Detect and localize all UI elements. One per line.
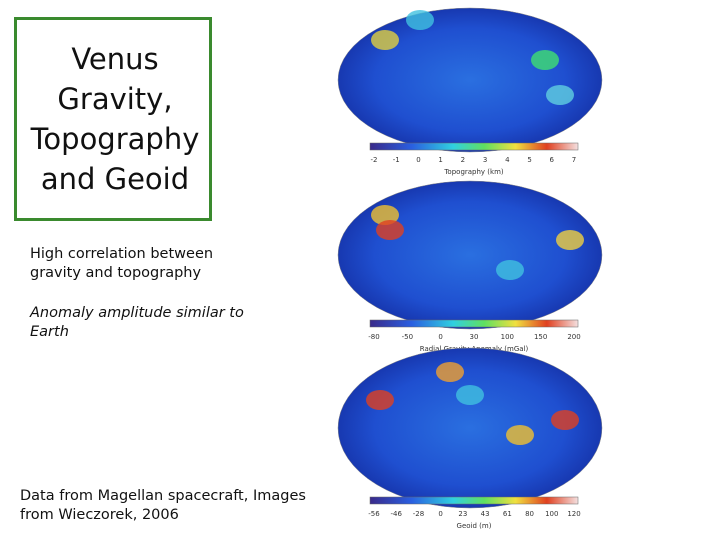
colorbar-tick-label: 3: [483, 156, 487, 164]
map-feature: [556, 230, 584, 250]
colorbar-tick-label: 2: [461, 156, 465, 164]
colorbar-tick-label: -28: [413, 510, 424, 518]
colorbar-tick-label: 0: [438, 510, 442, 518]
title-line: Topography: [30, 122, 200, 156]
colorbar-tick-label: -1: [393, 156, 400, 164]
colorbar-tick-label: 150: [534, 333, 547, 341]
colorbar-tick-label: 7: [572, 156, 576, 164]
note-text: from Wieczorek, 2006: [20, 507, 179, 523]
map-feature: [436, 362, 464, 382]
title-line: Gravity,: [57, 82, 173, 116]
map-feature: [376, 220, 404, 240]
colorbar-tick-label: -2: [371, 156, 378, 164]
title-line: Venus: [71, 42, 159, 76]
map-image: [337, 7, 603, 153]
map-feature: [371, 205, 399, 225]
map-image: [337, 180, 603, 330]
map-feature: [406, 10, 434, 30]
colorbar-tick-label: 100: [545, 510, 558, 518]
colorbar-tick-label: 80: [525, 510, 534, 518]
colorbar-tick-label: 4: [505, 156, 510, 164]
map-feature: [531, 50, 559, 70]
colorbar-tick-label: 23: [458, 510, 467, 518]
colorbar: [369, 496, 579, 505]
colorbar-label: Topography (km): [443, 168, 504, 176]
colorbar-tick-label: 1: [438, 156, 442, 164]
map-feature: [551, 410, 579, 430]
map-feature: [496, 260, 524, 280]
title-box: Venus Gravity, Topography and Geoid: [14, 17, 212, 221]
colorbar-tick-label: 100: [501, 333, 514, 341]
map-feature: [371, 30, 399, 50]
map-feature: [506, 425, 534, 445]
map-feature: [546, 85, 574, 105]
colorbar-tick-label: 200: [567, 333, 580, 341]
colorbar-tick-label: -80: [368, 333, 379, 341]
note-text: gravity and topography: [30, 265, 202, 281]
colorbar: [369, 142, 579, 151]
colorbar-tick-label: 43: [481, 510, 490, 518]
colorbar-tick-label: 6: [550, 156, 555, 164]
title-line: and Geoid: [40, 162, 190, 196]
note-text: Earth: [30, 324, 69, 340]
colorbar-tick-label: 0: [438, 333, 442, 341]
note-text: High correlation between: [30, 246, 214, 262]
colorbar-tick-label: 30: [470, 333, 479, 341]
colorbar-tick-label: -56: [368, 510, 380, 518]
note-text: Data from Magellan spacecraft, Images: [20, 488, 306, 504]
map-feature: [456, 385, 484, 405]
colorbar-label: Geoid (m): [457, 522, 492, 530]
colorbar-tick-label: 5: [527, 156, 531, 164]
colorbar-tick-label: 61: [503, 510, 512, 518]
colorbar-tick-label: -46: [391, 510, 403, 518]
colorbar-tick-label: 0: [416, 156, 420, 164]
map-feature: [366, 390, 394, 410]
colorbar: [369, 319, 579, 328]
colorbar-tick-label: 120: [567, 510, 580, 518]
map-image: [337, 347, 603, 509]
colorbar-tick-label: -50: [402, 333, 413, 341]
note-text: Anomaly amplitude similar to: [30, 305, 244, 321]
